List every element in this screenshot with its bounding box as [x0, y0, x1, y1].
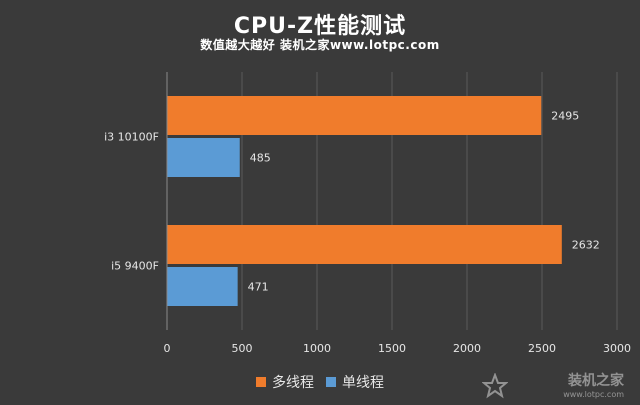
legend: 多线程 单线程	[0, 372, 640, 392]
watermark: 装机之家 www.lotpc.com	[563, 373, 624, 401]
x-tick-label: 0	[164, 342, 171, 355]
y-category-label: i3 10100F	[104, 131, 159, 144]
x-tick-label: 500	[232, 342, 253, 355]
x-tick-label: 1500	[378, 342, 406, 355]
legend-item-single: 单线程	[326, 372, 384, 392]
chart-title: CPU-Z性能测试	[233, 14, 407, 39]
y-category-label: i5 9400F	[111, 260, 159, 273]
legend-label-single: 单线程	[342, 375, 384, 391]
x-tick-label: 1000	[303, 342, 331, 355]
bar	[167, 138, 240, 177]
watermark-url: www.lotpc.com	[563, 390, 624, 399]
data-label: 485	[250, 152, 271, 165]
x-tick-label: 2000	[453, 342, 481, 355]
data-label: 2495	[551, 110, 579, 123]
bar	[167, 267, 238, 306]
bar	[167, 96, 542, 135]
watermark-logo-icon	[482, 373, 508, 399]
legend-swatch-single	[326, 377, 336, 387]
legend-swatch-multi	[256, 377, 266, 387]
legend-label-multi: 多线程	[272, 375, 314, 391]
data-label: 2632	[572, 239, 600, 252]
x-tick-label: 3000	[603, 342, 631, 355]
watermark-text: 装机之家	[568, 373, 624, 389]
x-tick-label: 2500	[528, 342, 556, 355]
chart-subtitle: 数值越大越好 装机之家www.lotpc.com	[200, 38, 440, 52]
legend-item-multi: 多线程	[256, 372, 314, 392]
bar	[167, 225, 562, 264]
data-label: 471	[248, 281, 269, 294]
